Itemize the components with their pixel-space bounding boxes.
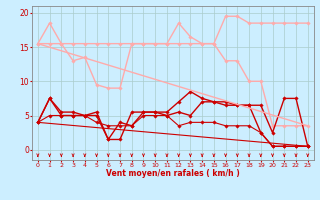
X-axis label: Vent moyen/en rafales ( km/h ): Vent moyen/en rafales ( km/h ) bbox=[106, 169, 240, 178]
